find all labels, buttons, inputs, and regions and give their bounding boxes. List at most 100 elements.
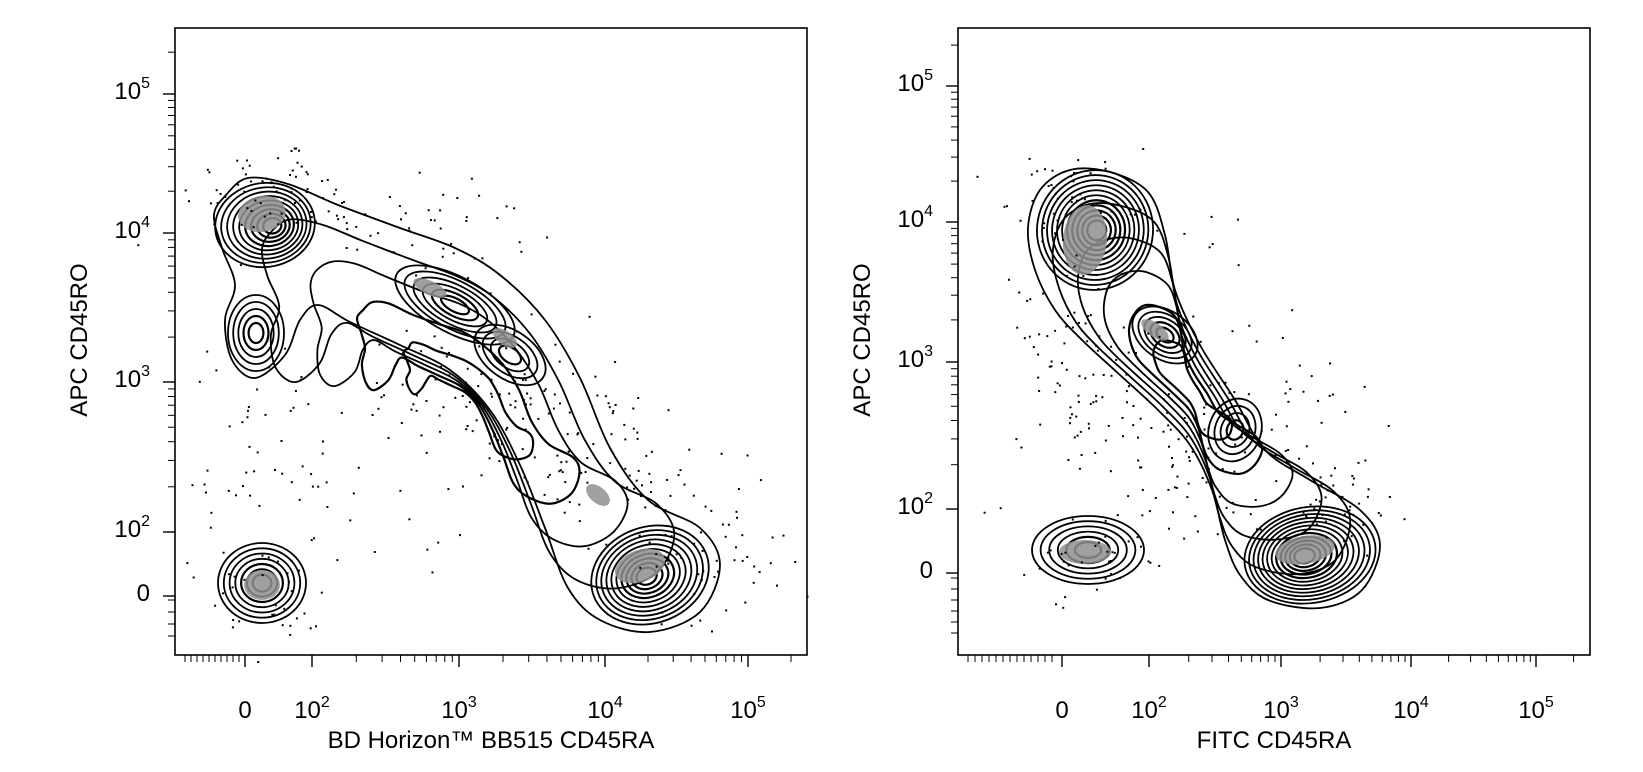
right-dot-133 [1193, 417, 1196, 420]
left-dot-363 [206, 350, 209, 353]
left-dot-151 [375, 382, 378, 384]
right-dot-291 [1104, 535, 1107, 538]
left-dot-163 [533, 456, 536, 459]
left-dot-429 [408, 518, 411, 521]
left-dot-204 [524, 379, 527, 382]
left-x-tick-label-4: 105 [730, 694, 766, 724]
right-dot-193 [1259, 528, 1262, 531]
left-dot-81 [505, 205, 508, 208]
right-dot-170 [1207, 456, 1210, 459]
right-dot-263 [1366, 495, 1369, 498]
right-dot-164 [1150, 427, 1153, 429]
right-dot-229 [1330, 474, 1333, 477]
right-ra-high-contour-6 [1270, 528, 1344, 583]
left-x-tick-label-1: 102 [294, 694, 330, 724]
left-dot-328 [725, 609, 728, 612]
right-dot-49 [1087, 422, 1090, 425]
left-dot-259 [720, 452, 723, 455]
right-dot-57 [1038, 390, 1041, 392]
left-dot-83 [429, 219, 432, 222]
left-dot-417 [447, 488, 450, 491]
right-dot-259 [1341, 495, 1344, 498]
right-plot-frame [957, 27, 1591, 656]
left-dot-87 [239, 264, 242, 267]
right-dot-12 [1028, 157, 1031, 160]
right-dot-11 [1070, 201, 1073, 204]
right-dot-28 [1044, 168, 1046, 171]
left-dot-175 [454, 396, 457, 399]
left-mid-lobe-b-contour-2 [489, 337, 531, 373]
right-dot-127 [1214, 452, 1217, 455]
left-dot-68 [321, 180, 324, 182]
right-dot-23 [1030, 173, 1033, 176]
left-dot-209 [624, 467, 627, 470]
left-dot-240 [448, 374, 451, 377]
left-dot-56 [250, 180, 253, 183]
left-dot-342 [253, 470, 256, 473]
right-dot-226 [1284, 449, 1287, 452]
left-dot-275 [564, 481, 567, 484]
left-dot-93 [439, 209, 442, 212]
left-dot-187 [378, 343, 381, 346]
left-dot-24 [295, 175, 297, 178]
left-dot-180 [554, 343, 557, 346]
left-dot-341 [227, 489, 230, 492]
right-dot-82 [1073, 265, 1076, 268]
right-dot-50 [1077, 401, 1080, 403]
left-dot-139 [438, 414, 441, 417]
left-dot-384 [228, 573, 231, 576]
right-dot-108 [1132, 405, 1135, 407]
right-ro-high-contour-1 [1041, 174, 1150, 286]
right-ra-high-contour-0 [1243, 505, 1377, 605]
right-dot-202 [1225, 506, 1228, 509]
left-dot-304 [735, 510, 738, 513]
left-dot-365 [290, 481, 293, 484]
right-dot-284 [1366, 554, 1369, 557]
right-dot-219 [1281, 337, 1284, 339]
right-dot-197 [1185, 450, 1188, 453]
right-dot-241 [1328, 394, 1331, 397]
right-ro-high-contour-0 [1036, 169, 1154, 291]
right-dot-256 [1305, 515, 1308, 518]
right-dot-158 [1135, 352, 1137, 354]
right-dn-contour-2 [1048, 525, 1128, 575]
right-plot-axes [946, 44, 1575, 667]
left-dot-52 [259, 202, 262, 205]
left-dot-91 [442, 247, 445, 250]
left-dot-153 [474, 392, 477, 395]
left-dn-contour-2 [228, 552, 296, 614]
left-dot-29 [280, 212, 283, 215]
right-dot-275 [1348, 509, 1351, 512]
right-dot-268 [1349, 525, 1352, 528]
right-dot-183 [1232, 511, 1235, 514]
left-dot-219 [543, 390, 546, 392]
left-dot-348 [284, 347, 287, 350]
left-dot-255 [644, 506, 647, 509]
left-dot-162 [488, 457, 491, 460]
right-dot-261 [1325, 536, 1328, 539]
right-dot-320 [1211, 243, 1214, 245]
right-dot-194 [1122, 435, 1124, 438]
left-dot-393 [298, 569, 300, 572]
left-dot-222 [604, 395, 607, 398]
left-dot-400 [283, 607, 286, 610]
left-dot-49 [219, 192, 222, 195]
right-dot-301 [1104, 577, 1107, 580]
right-dot-254 [1403, 518, 1406, 521]
right-dot-215 [1233, 470, 1236, 473]
left-dot-428 [205, 491, 207, 494]
right-dot-97 [1095, 273, 1098, 276]
left-dot-256 [650, 450, 653, 453]
left-dot-385 [290, 590, 293, 593]
left-dot-261 [561, 471, 564, 474]
right-dot-150 [1205, 403, 1208, 406]
right-mid-core [1141, 319, 1169, 341]
right-dot-135 [1187, 365, 1190, 368]
left-dot-6 [210, 202, 212, 205]
right-dot-271 [1318, 500, 1321, 503]
left-dot-72 [513, 207, 516, 210]
left-dot-406 [231, 626, 234, 629]
right-dot-0 [1129, 213, 1132, 216]
left-dot-251 [641, 484, 643, 487]
left-dot-59 [300, 165, 303, 168]
